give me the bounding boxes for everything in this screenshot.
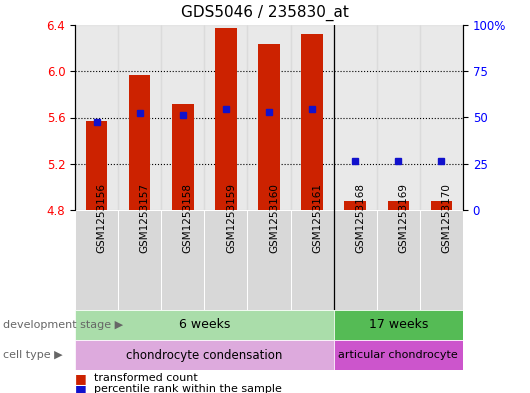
Text: GSM1253168: GSM1253168	[355, 183, 365, 253]
Bar	[75, 210, 118, 310]
Text: transformed count: transformed count	[94, 373, 197, 384]
Text: GSM1253169: GSM1253169	[399, 183, 408, 253]
Bar	[118, 25, 161, 210]
Text: 6 weeks: 6 weeks	[179, 318, 230, 332]
Text: GSM1253159: GSM1253159	[226, 183, 236, 253]
Bar	[215, 28, 237, 210]
Bar	[377, 25, 420, 210]
Bar	[205, 210, 248, 310]
Bar	[344, 201, 366, 210]
Bar	[377, 210, 420, 310]
Text: ■: ■	[75, 372, 87, 385]
Bar	[248, 210, 290, 310]
Text: development stage ▶: development stage ▶	[3, 320, 123, 330]
Bar	[334, 25, 377, 210]
Text: chondrocyte condensation: chondrocyte condensation	[126, 349, 282, 362]
Text: GSM1253161: GSM1253161	[312, 183, 322, 253]
Text: GSM1253156: GSM1253156	[96, 183, 107, 253]
Bar	[161, 25, 205, 210]
Bar	[75, 340, 334, 370]
Bar	[420, 25, 463, 210]
Text: GSM1253170: GSM1253170	[441, 183, 452, 253]
Bar	[290, 25, 334, 210]
Bar	[161, 210, 205, 310]
Bar	[290, 210, 334, 310]
Text: cell type ▶: cell type ▶	[3, 350, 63, 360]
Bar	[75, 25, 118, 210]
Text: percentile rank within the sample: percentile rank within the sample	[94, 384, 281, 393]
Bar	[172, 104, 193, 210]
Text: GSM1253160: GSM1253160	[269, 183, 279, 253]
Bar	[258, 44, 280, 210]
Bar	[431, 201, 452, 210]
Bar	[205, 25, 248, 210]
Bar	[75, 310, 334, 340]
Bar	[248, 25, 290, 210]
Text: articular chondrocyte: articular chondrocyte	[339, 350, 458, 360]
Bar	[118, 210, 161, 310]
Bar	[129, 75, 151, 210]
Bar	[334, 340, 463, 370]
Bar	[334, 210, 377, 310]
Bar	[387, 201, 409, 210]
Bar	[86, 121, 108, 210]
Text: ■: ■	[75, 382, 87, 393]
Bar	[420, 210, 463, 310]
Text: 17 weeks: 17 weeks	[369, 318, 428, 332]
Text: GSM1253157: GSM1253157	[140, 183, 149, 253]
Bar	[334, 310, 463, 340]
Bar	[302, 34, 323, 210]
Text: GDS5046 / 235830_at: GDS5046 / 235830_at	[181, 4, 349, 21]
Text: GSM1253158: GSM1253158	[183, 183, 193, 253]
